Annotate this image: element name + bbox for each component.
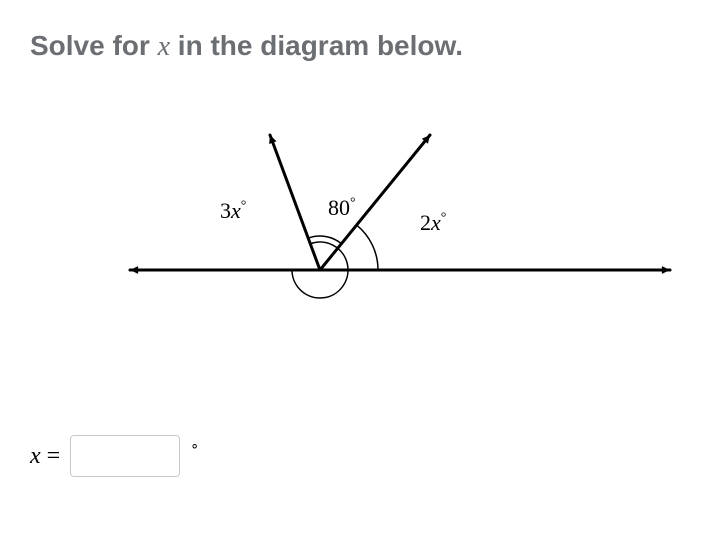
title-suffix: in the diagram below. (170, 30, 463, 61)
angle-label-3x: 3x° (220, 198, 246, 224)
angle-diagram: 3x° 80° 2x° (120, 120, 680, 320)
page-title: Solve for x in the diagram below. (30, 30, 463, 63)
answer-input[interactable] (70, 435, 180, 477)
angle-label-80: 80° (328, 195, 356, 221)
angle-label-2x: 2x° (420, 210, 446, 236)
title-prefix: Solve for (30, 30, 158, 61)
answer-lhs: x = (30, 443, 60, 470)
degree-symbol: ∘ (190, 438, 199, 455)
answer-row: x = ∘ (30, 435, 199, 477)
diagram-svg (120, 120, 680, 320)
title-variable: x (158, 31, 170, 62)
